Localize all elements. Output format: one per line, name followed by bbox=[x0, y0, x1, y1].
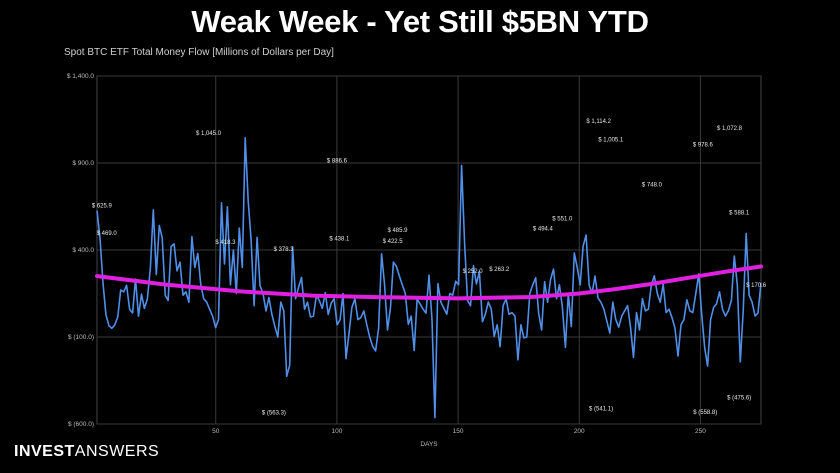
data-label: $ 438.1 bbox=[329, 236, 350, 242]
data-label: $ 469.0 bbox=[97, 231, 118, 237]
y-tick-label: $ (100.0) bbox=[68, 334, 94, 341]
data-label: $ 378.3 bbox=[274, 247, 295, 253]
data-label: $ 886.6 bbox=[327, 158, 348, 164]
data-label: $ 418.3 bbox=[215, 240, 236, 246]
x-tick-label: 250 bbox=[695, 428, 706, 435]
data-label: $ (563.3) bbox=[262, 411, 286, 417]
series-line bbox=[96, 137, 762, 419]
data-label: $ 1,114.2 bbox=[586, 119, 611, 125]
y-tick-label: $ 900.0 bbox=[72, 160, 94, 167]
data-label: $ 551.0 bbox=[552, 217, 573, 223]
data-label: $ 252.0 bbox=[463, 269, 484, 275]
data-label: $ 494.4 bbox=[533, 227, 554, 233]
x-tick-label: 50 bbox=[212, 428, 220, 435]
data-label: $ 1,005.1 bbox=[598, 138, 624, 144]
data-label: $ 588.1 bbox=[729, 210, 750, 216]
y-axis-ticks: $ 1,400.0 $ 900.0 $ 400.0 $ (100.0) $ (600.0… bbox=[67, 73, 94, 428]
data-label: $ 485.9 bbox=[387, 228, 408, 234]
data-labels: $ 625.9 $ 469.0 $ 1,045.0 $ 418.3 $ 378.3 $ 8… bbox=[92, 119, 767, 417]
data-label: $ (558.8) bbox=[693, 410, 717, 416]
y-tick-label: $ (600.0) bbox=[68, 421, 94, 428]
headline: Weak Week - Yet Still $5BN YTD bbox=[191, 4, 649, 39]
y-tick-label: $ 400.0 bbox=[72, 247, 94, 254]
brand-logo: INVESTANSWERS bbox=[14, 443, 159, 461]
brand-part-invest: INVEST bbox=[14, 443, 75, 460]
data-label: $ 748.0 bbox=[642, 182, 663, 188]
data-label: $ 422.5 bbox=[383, 239, 404, 245]
x-tick-label: 100 bbox=[331, 428, 342, 435]
grid-lines bbox=[97, 75, 761, 425]
trend-line bbox=[95, 264, 763, 301]
x-axis-label: DAYS bbox=[420, 441, 438, 448]
series-layer bbox=[96, 137, 762, 419]
data-label: $ (475.6) bbox=[727, 395, 751, 401]
chart-title: Spot BTC ETF Total Money Flow [Millions … bbox=[64, 47, 334, 58]
data-label: $ 1,045.0 bbox=[196, 131, 222, 137]
x-tick-label: 200 bbox=[574, 428, 585, 435]
data-label: $ (541.1) bbox=[589, 407, 613, 413]
data-label: $ 1,072.8 bbox=[717, 126, 743, 132]
data-label: $ 625.9 bbox=[92, 204, 113, 210]
brand-part-answers: ANSWERS bbox=[74, 443, 160, 460]
data-label: $ 263.2 bbox=[489, 267, 510, 273]
y-tick-label: $ 1,400.0 bbox=[67, 73, 94, 80]
data-label: $ 170.6 bbox=[746, 283, 767, 289]
data-label: $ 978.6 bbox=[693, 142, 714, 148]
x-axis-ticks: 50 100 150 200 250 bbox=[212, 428, 706, 435]
trend-layer bbox=[95, 264, 763, 301]
x-tick-label: 150 bbox=[453, 428, 464, 435]
